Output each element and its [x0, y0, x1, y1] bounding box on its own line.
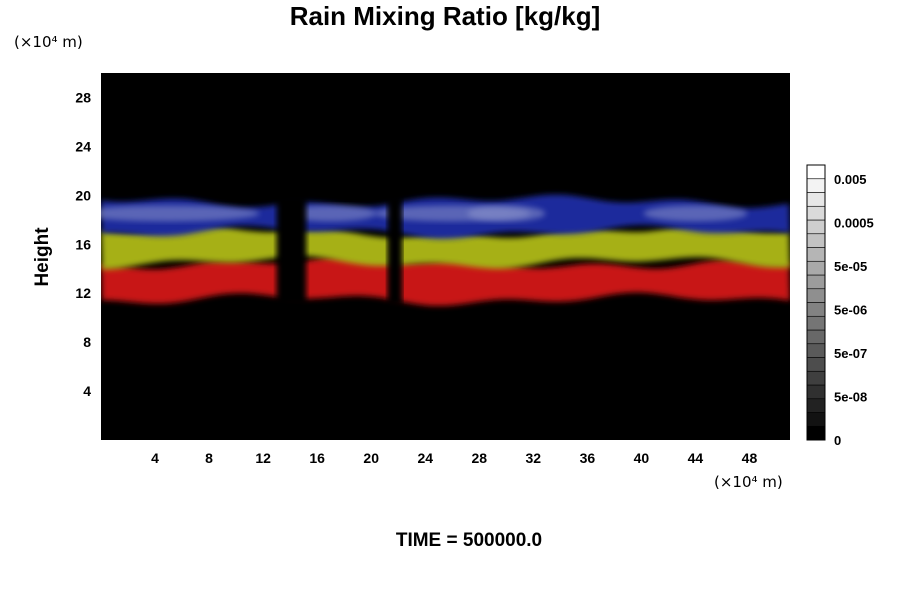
colorbar-cell [806, 178, 826, 193]
chart-title: Rain Mixing Ratio [kg/kg] [289, 1, 601, 31]
colorbar-label: 5e-07 [834, 346, 867, 361]
x-tick-label: 40 [634, 450, 650, 466]
band-gap [276, 195, 307, 306]
x-tick-label: 20 [363, 450, 379, 466]
x-tick-label: 36 [580, 450, 596, 466]
colorbar-cell [806, 205, 826, 221]
colorbar-cell [806, 357, 826, 372]
x-tick-label: 12 [255, 450, 271, 466]
x-tick-label: 8 [205, 450, 213, 466]
y-tick-label: 4 [83, 383, 91, 399]
colorbar-cell [806, 412, 826, 427]
colorbar-cell [806, 398, 826, 413]
colorbar-cell [806, 302, 826, 317]
colorbar-label: 5e-08 [834, 390, 867, 405]
y-tick-label: 28 [75, 89, 91, 105]
colorbar-cell [806, 288, 826, 303]
colorbar-label: 0.005 [834, 172, 867, 187]
cloud-top-highlight [467, 205, 546, 222]
colorbar-label: 0.0005 [834, 216, 874, 231]
colorbar-cell [806, 219, 826, 235]
x-tick-label: 4 [151, 450, 159, 466]
band-2 [101, 225, 790, 270]
x-tick-label: 48 [742, 450, 758, 466]
band-1 [101, 255, 790, 306]
y-tick-label: 12 [75, 285, 91, 301]
x-tick-label: 16 [309, 450, 325, 466]
y-tick-label: 24 [75, 138, 91, 154]
band-gap [387, 195, 403, 306]
colorbar-cell [806, 315, 826, 331]
x-tick-label: 24 [417, 450, 433, 466]
colorbar-cell [806, 370, 826, 386]
colorbar-label: 0 [834, 433, 841, 448]
cloud-top-highlight [101, 205, 260, 222]
colorbar-cell [806, 329, 826, 345]
time-footer: TIME = 500000.0 [395, 530, 543, 551]
cloud-top-highlight [285, 205, 377, 222]
colorbar-cell [806, 425, 826, 441]
colorbar-cell [806, 233, 826, 248]
y-axis-unit: (×10⁴ m) [14, 33, 83, 51]
colorbar-cell [806, 343, 826, 358]
colorbar-label: 5e-06 [834, 303, 867, 318]
x-tick-label: 32 [526, 450, 542, 466]
colorbar-cell [806, 164, 826, 180]
colorbar-cell [806, 192, 826, 207]
y-tick-label: 16 [75, 236, 91, 252]
y-tick-label: 20 [75, 187, 91, 203]
x-tick-label: 44 [688, 450, 704, 466]
x-axis-unit: (×10⁴ m) [714, 473, 783, 491]
colorbar-cell [806, 260, 826, 276]
colorbar-frame [806, 164, 826, 441]
colorbar-label: 5e-05 [834, 259, 867, 274]
colorbar-cell [806, 274, 826, 290]
y-tick-label: 8 [83, 334, 91, 350]
cloud-top-highlight [643, 205, 748, 222]
x-tick-label: 28 [471, 450, 487, 466]
colorbar-cell [806, 247, 826, 262]
colorbar-cell [806, 384, 826, 400]
